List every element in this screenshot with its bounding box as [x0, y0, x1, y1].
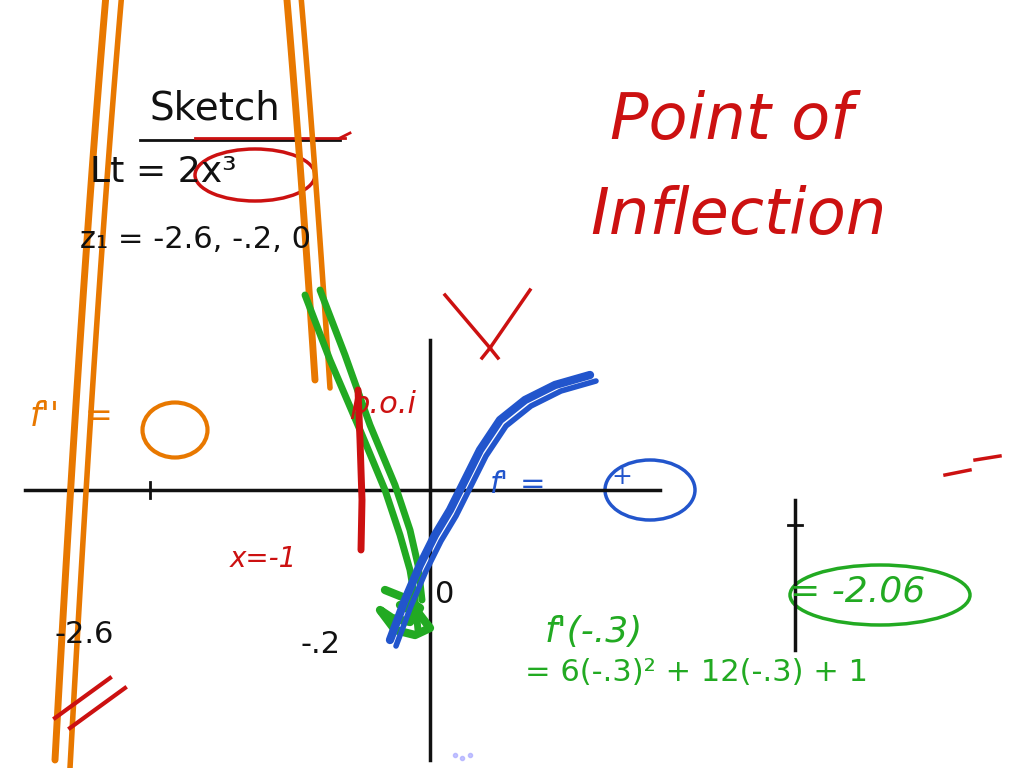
- Text: Inflection: Inflection: [590, 185, 887, 247]
- Text: z₁ = -2.6, -.2, 0: z₁ = -2.6, -.2, 0: [80, 225, 311, 254]
- Text: f'': f'': [30, 400, 60, 433]
- Text: Point of: Point of: [610, 90, 853, 152]
- Text: f': f': [490, 470, 509, 499]
- Text: = -2.06: = -2.06: [790, 575, 926, 609]
- Text: =: =: [85, 400, 113, 433]
- Text: +: +: [611, 465, 633, 489]
- Text: -.2: -.2: [300, 630, 340, 659]
- Text: = 6(-.3)² + 12(-.3) + 1: = 6(-.3)² + 12(-.3) + 1: [525, 658, 868, 687]
- Text: =: =: [520, 470, 546, 499]
- Text: Lt = 2x³: Lt = 2x³: [90, 155, 237, 189]
- Text: p.o.i: p.o.i: [350, 390, 416, 419]
- Text: f'(-.3): f'(-.3): [545, 615, 643, 649]
- Text: Sketch: Sketch: [150, 90, 281, 128]
- Text: 0: 0: [435, 580, 455, 609]
- Text: -2.6: -2.6: [55, 620, 115, 649]
- Text: x=-1: x=-1: [230, 545, 297, 573]
